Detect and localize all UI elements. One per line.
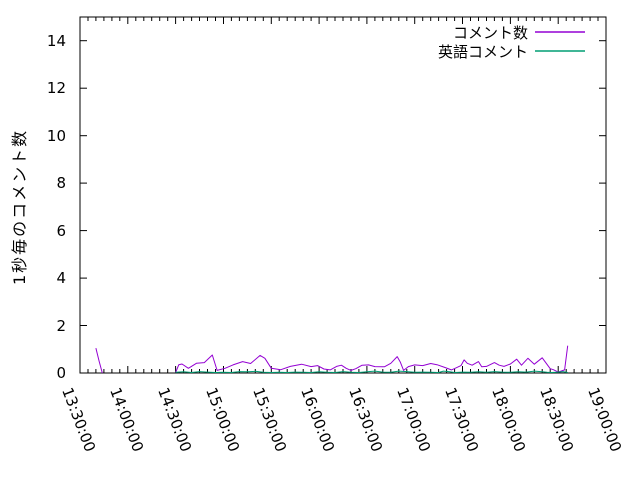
y-axis-label: 1秒毎のコメント数 <box>10 128 29 285</box>
legend-label-english-comments: 英語コメント <box>437 43 528 61</box>
y-tick-label: 14 <box>46 31 66 50</box>
plot-border <box>79 16 607 374</box>
y-tick-label: 6 <box>56 221 66 240</box>
y-tick-label: 8 <box>56 174 66 193</box>
y-tick-label: 10 <box>46 126 66 145</box>
y-tick-label: 0 <box>56 364 66 382</box>
y-tick-label: 12 <box>46 79 66 98</box>
y-tick-label: 2 <box>56 316 66 335</box>
legend-label-comment-count: コメント数 <box>452 24 528 42</box>
series-line <box>175 345 569 373</box>
series-line <box>175 370 568 373</box>
series-line <box>95 347 103 374</box>
y-tick-label: 4 <box>56 269 66 288</box>
